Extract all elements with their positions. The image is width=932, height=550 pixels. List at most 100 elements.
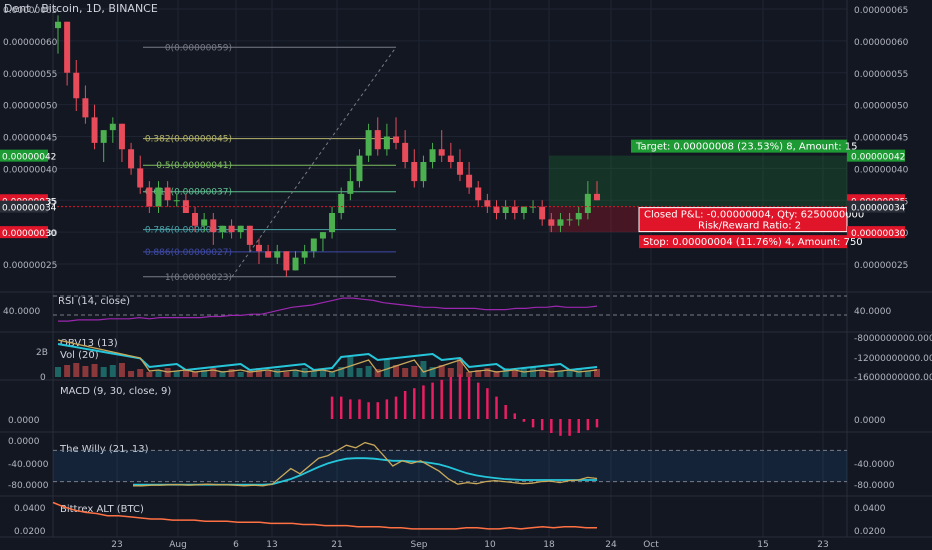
volume-bar: [338, 367, 345, 377]
volume-bar: [429, 367, 436, 377]
volume-bar: [82, 366, 89, 377]
price-tag-left: [0, 200, 48, 213]
volume-bar: [557, 371, 564, 377]
volume-bar: [402, 368, 409, 377]
candle-body: [73, 72, 80, 99]
volume-bar: [182, 369, 189, 377]
volume-bar: [511, 371, 518, 377]
candle-body: [118, 123, 125, 150]
candle-body: [146, 187, 153, 207]
volume-bar: [520, 369, 527, 377]
volume-bar: [584, 371, 591, 377]
candle-body: [402, 142, 409, 162]
fib-level-label: 0.382(0.00000045): [145, 135, 232, 145]
candle-body: [137, 168, 144, 188]
fib-level-label: 0.886(0.00000027): [145, 248, 232, 258]
price-tag-right-text: 0.00000042: [851, 153, 905, 163]
candle-body: [438, 149, 445, 156]
volume-bar: [173, 371, 180, 377]
candle-body: [310, 238, 317, 252]
candle-body: [511, 206, 518, 213]
x-tick: 24: [605, 540, 617, 550]
x-tick: Aug: [169, 540, 187, 550]
position-labels: Target: 0.00000008 (23.53%) 8, Amount: 1…: [631, 139, 864, 249]
volume-bar: [283, 372, 290, 377]
candle-body: [173, 200, 180, 202]
y-tick-right: 0.00000065: [854, 6, 908, 16]
volume-bar: [155, 370, 162, 377]
volume-bar: [310, 371, 317, 377]
fib-level-label: 0.786(0.00000031): [145, 226, 232, 236]
candle-body: [393, 136, 400, 143]
candle-body: [466, 174, 473, 188]
candle-body: [109, 123, 116, 131]
candle-body: [246, 225, 253, 245]
willy-tick-left: -40.0000: [8, 460, 49, 470]
candle-body: [82, 98, 89, 118]
macd-tick-left: 0.0000: [8, 416, 40, 426]
fib-level-label: 0.5(0.00000041): [156, 161, 232, 171]
candle-body: [374, 130, 381, 150]
candle-body: [219, 225, 226, 233]
candle-body: [356, 155, 363, 182]
willy-band: [53, 450, 847, 482]
candle-body: [493, 206, 500, 213]
volume-bar: [55, 367, 61, 377]
volume-bar: [383, 359, 390, 377]
y-tick-left: 0.00000050: [3, 102, 58, 112]
pnl-label: Closed P&L: -0.00000004, Qty: 6250000000: [644, 210, 864, 221]
candle-body: [420, 162, 427, 182]
obv-pane[interactable]: OBV13 (13) Vol (20) 2B 0 -8000000000.0000 -…: [36, 334, 932, 383]
obv-line: [57, 343, 598, 372]
grid: [53, 0, 847, 537]
candle-body: [210, 219, 217, 233]
rsi-pane[interactable]: RSI (14, close) 40.0000 40.0000: [3, 295, 891, 322]
rsi-tick-right: 40.0000: [854, 307, 891, 317]
candle-body: [164, 187, 171, 201]
candle-body: [265, 251, 272, 258]
candle-body: [274, 251, 281, 258]
y-tick-right: 0.00000060: [854, 38, 909, 48]
y-tick-right: 0.00000050: [854, 102, 909, 112]
x-tick: 13: [266, 540, 277, 550]
obv-right-tick: -8000000000.0000: [854, 334, 932, 344]
candle-body: [228, 225, 235, 233]
obv-right-tick: -16000000000.0000: [854, 373, 932, 383]
x-tick: 23: [111, 540, 122, 550]
x-tick: 23: [817, 540, 828, 550]
candle-body: [383, 136, 390, 150]
x-tick: 18: [543, 540, 555, 550]
y-tick-left: 0.00000055: [3, 70, 57, 80]
volume-bar: [255, 368, 262, 377]
volume-bar: [411, 366, 418, 377]
bittrex-tick-right: 0.0400: [854, 504, 886, 514]
x-tick: 10: [484, 540, 496, 550]
y-tick-right: 0.00000045: [854, 134, 908, 144]
y-tick-right: 0.00000055: [854, 70, 908, 80]
candle-body: [484, 200, 491, 207]
candle-body: [338, 193, 345, 213]
candle-body: [456, 162, 463, 175]
price-tag-right-text: 0.00000030: [851, 229, 906, 239]
macd-pane[interactable]: MACD (9, 30, close, 9) 0.0000 0.0000: [8, 374, 886, 436]
candle-body: [539, 206, 546, 220]
chart-title: Dent / Bitcoin, 1D, BINANCE: [4, 2, 158, 15]
volume-bar: [73, 363, 80, 377]
bittrex-pane[interactable]: Bittrex ALT (BTC) 0.0400 0.0400 0.0200 0.02…: [14, 501, 886, 538]
candle-body: [475, 187, 482, 201]
candle-body: [100, 130, 107, 143]
willy-pane[interactable]: The Willy (21, 13) 0.0000 -40.0000 -80.000…: [8, 437, 895, 491]
volume-bar: [64, 365, 71, 377]
volume-label: Vol (20): [60, 350, 99, 361]
fibonacci-retracement[interactable]: 0(0.00000059) 0.382(0.00000045) 0.5(0.0000…: [143, 43, 396, 283]
candle-body: [584, 193, 591, 213]
price-tag-left-text: 0.00000030: [2, 229, 57, 239]
candle-body: [502, 206, 509, 213]
price-tag-left: [0, 226, 48, 239]
volume-bar: [265, 371, 272, 377]
volume-bar: [109, 365, 116, 377]
y-tick-left: 0.00000060: [3, 38, 58, 48]
bittrex-tick-right: 0.0200: [854, 527, 886, 537]
